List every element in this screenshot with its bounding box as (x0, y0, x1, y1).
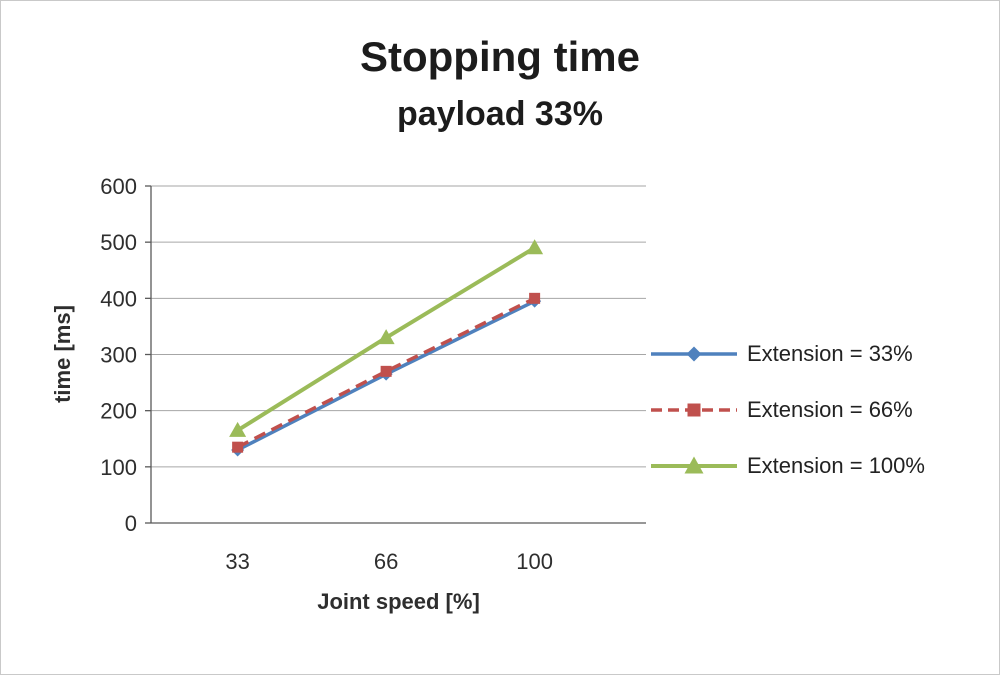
legend-swatch-series-2 (651, 456, 737, 474)
y-tick-label: 200 (100, 399, 137, 424)
legend-item: Extension = 66% (649, 397, 925, 423)
x-axis-title: Joint speed [%] (317, 589, 480, 614)
y-tick-label: 0 (125, 511, 137, 536)
marker-square (687, 403, 701, 417)
marker-triangle (526, 239, 544, 255)
x-tick-label: 33 (225, 549, 249, 574)
legend-item: Extension = 33% (649, 341, 925, 367)
y-tick-label: 100 (100, 455, 137, 480)
marker-diamond (686, 346, 702, 362)
legend: Extension = 33% Extension = 66% Extensio… (649, 341, 925, 479)
y-axis-title: time [ms] (50, 305, 75, 403)
y-tick-label: 400 (100, 286, 137, 311)
y-tick-label: 500 (100, 230, 137, 255)
x-tick-label: 100 (516, 549, 553, 574)
x-tick-label: 66 (374, 549, 398, 574)
legend-swatch-series-1 (651, 403, 737, 417)
y-tick-label: 600 (100, 174, 137, 199)
marker-square (232, 441, 244, 453)
marker-triangle (684, 456, 704, 474)
marker-square (380, 365, 392, 377)
series-line-1 (236, 296, 536, 449)
y-tick-label: 300 (100, 343, 137, 368)
marker-square (529, 292, 541, 304)
legend-label: Extension = 100% (747, 453, 925, 478)
chart-title: Stopping time (360, 33, 640, 80)
legend-swatch-series-0 (651, 346, 737, 362)
legend-item: Extension = 100% (649, 453, 925, 479)
legend-label: Extension = 33% (747, 341, 913, 366)
marker-triangle (229, 421, 247, 437)
chart-subtitle: payload 33% (397, 95, 603, 133)
legend-label: Extension = 66% (747, 397, 913, 422)
marker-triangle (377, 329, 395, 345)
